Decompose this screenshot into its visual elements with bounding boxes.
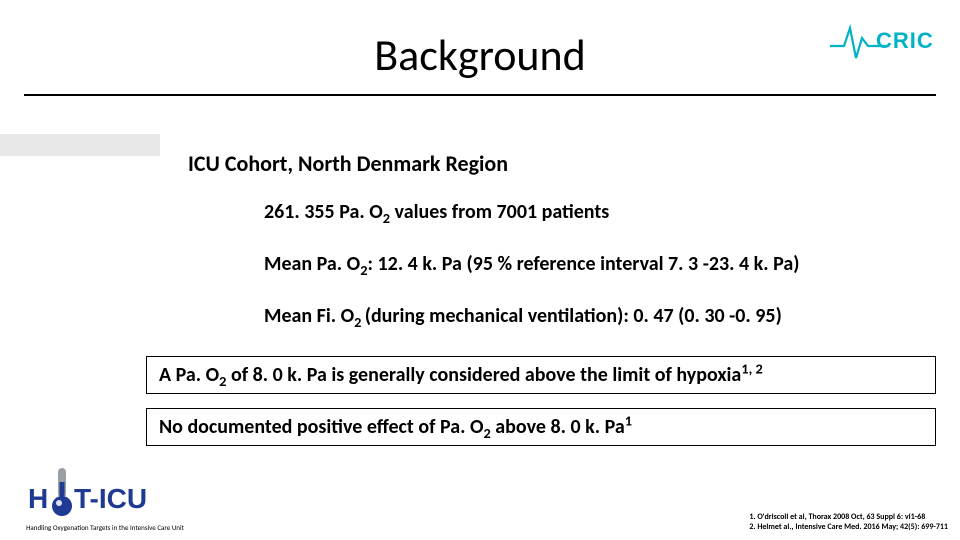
callout-box-1: A Pa. O2 of 8. 0 k. Pa is generally cons… — [146, 356, 936, 394]
box2-pre: No documented positive effect of Pa. O — [159, 415, 483, 439]
callout-box-2: No documented positive effect of Pa. O2 … — [146, 408, 936, 446]
box1-mid: of 8. 0 k. Pa is generally considered ab… — [226, 363, 741, 387]
subtitle: ICU Cohort, North Denmark Region — [188, 150, 508, 177]
box1-sup: 1, 2 — [741, 359, 763, 377]
hoticu-h: H — [28, 483, 48, 514]
bullet-1-post: values from 7001 patients — [390, 200, 609, 224]
bullet-1-sub: 2 — [383, 209, 390, 227]
thermometer-mercury-icon — [60, 482, 65, 502]
bullet-3-post: (during mechanical ventilation): 0. 47 (… — [365, 304, 782, 328]
bullet-1: 261. 355 Pa. O2 values from 7001 patient… — [264, 200, 609, 224]
bullet-2-sub: 2 — [360, 261, 367, 279]
reference-2: 2. Helmet al., Intensive Care Med. 2016 … — [749, 522, 948, 532]
cric-text: CRIC — [876, 28, 934, 53]
slide-title: Background — [0, 28, 960, 82]
bullet-3: Mean Fi. O2 (during mechanical ventilati… — [264, 304, 782, 328]
decorative-grey-bar — [0, 134, 160, 156]
title-divider — [24, 94, 936, 96]
box2-sup: 1 — [625, 411, 632, 429]
hoticu-logo: H T-ICU Handling Oxygenation Targets in … — [10, 462, 200, 532]
thermometer-highlight-icon — [56, 500, 62, 506]
reference-1: 1. O'driscoll et al, Thorax 2008 Oct, 63… — [749, 512, 948, 522]
references: 1. O'driscoll et al, Thorax 2008 Oct, 63… — [749, 512, 948, 532]
bullet-2-post: : 12. 4 k. Pa (95 % reference interval 7… — [368, 252, 800, 276]
hoticu-tagline: Handling Oxygenation Targets in the Inte… — [10, 523, 200, 532]
box1-pre: A Pa. O — [159, 363, 219, 387]
bullet-2: Mean Pa. O2: 12. 4 k. Pa (95 % reference… — [264, 252, 799, 276]
bullet-3-sub: 2 — [354, 313, 365, 331]
bullet-2-pre: Mean Pa. O — [264, 252, 360, 276]
bullet-3-pre: Mean Fi. O — [264, 304, 354, 328]
box2-mid: above 8. 0 k. Pa — [491, 415, 625, 439]
cric-logo: CRIC — [830, 18, 940, 66]
box2-sub: 2 — [483, 424, 490, 442]
hoticu-t-icu: T-ICU — [74, 483, 147, 514]
bullet-1-pre: 261. 355 Pa. O — [264, 200, 383, 224]
